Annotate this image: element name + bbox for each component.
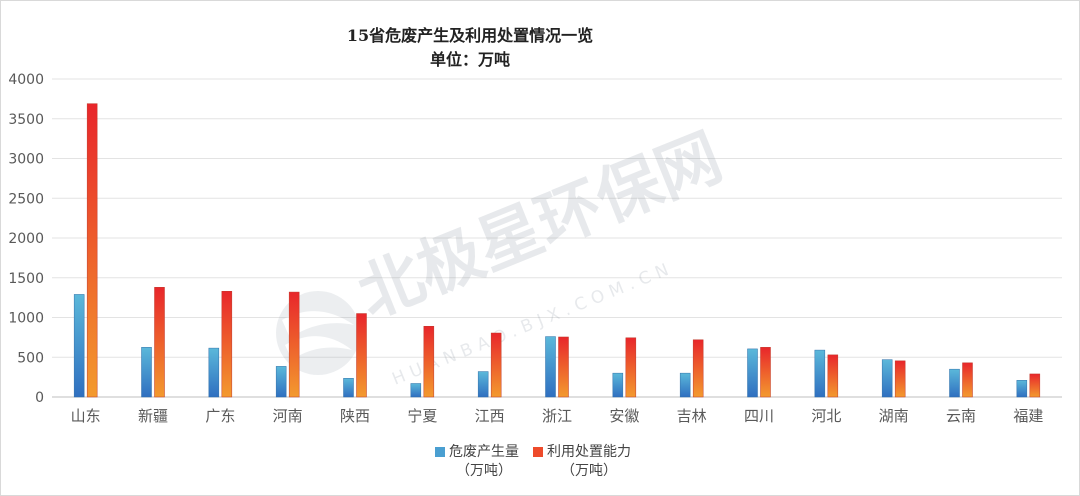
y-tick-label: 3000 — [8, 152, 44, 168]
y-tick-label: 2000 — [8, 231, 44, 247]
y-tick-label: 1500 — [8, 271, 44, 287]
x-tick-label: 云南 — [946, 407, 976, 425]
x-tick-label: 浙江 — [542, 407, 572, 425]
y-tick-label: 3500 — [8, 112, 44, 128]
bar-capacity — [962, 362, 973, 398]
x-tick-label: 宁夏 — [407, 407, 437, 425]
x-tick-label: 河南 — [273, 407, 303, 425]
legend-item-capacity: 利用处置能力 （万吨） — [533, 443, 631, 481]
bar-generation — [814, 349, 826, 398]
bar-generation — [679, 372, 691, 398]
x-tick-label: 广东 — [205, 407, 235, 425]
x-tick-label: 江西 — [475, 407, 505, 425]
bar-capacity — [894, 360, 906, 398]
bar-generation — [949, 368, 960, 398]
bar-generation — [612, 372, 624, 398]
y-tick-label: 2500 — [8, 191, 44, 207]
legend-unit-capacity: （万吨） — [561, 463, 617, 479]
bar-generation — [208, 347, 220, 398]
bar-capacity — [827, 354, 839, 398]
legend-item-generation: 危废产生量 （万吨） — [435, 443, 519, 481]
y-axis-ticks: 0 500 1000 1500 2000 2500 3000 3500 4000 — [8, 72, 44, 406]
x-axis-labels: 山东 新疆 广东 河南 陕西 宁夏 江西 浙江 安徽 吉林 四川 河北 湖南 云南 福建 — [71, 407, 1044, 425]
x-tick-label: 山东 — [71, 407, 101, 425]
bar-generation — [73, 294, 85, 398]
x-tick-label: 河北 — [811, 407, 841, 425]
bar-capacity — [423, 325, 435, 398]
legend-label-generation: 危废产生量 — [449, 444, 519, 460]
bar-generation — [275, 366, 287, 398]
bar-generation — [477, 371, 489, 398]
x-tick-label: 陕西 — [340, 407, 370, 425]
bar-generation — [747, 348, 758, 398]
legend-swatch-capacity — [533, 447, 543, 457]
watermark: 北极星环保网 HUANBAO.BJX.COM.CN — [276, 120, 732, 390]
chart-subtitle: 单位：万吨 — [429, 50, 510, 69]
bar-capacity — [558, 336, 569, 398]
watermark-text: 北极星环保网 — [348, 120, 732, 332]
bar-capacity — [154, 287, 165, 398]
bar-generation — [141, 347, 152, 398]
legend-swatch-generation — [435, 447, 445, 457]
bar-capacity — [221, 291, 233, 398]
y-tick-label: 1000 — [8, 311, 44, 327]
x-tick-label: 新疆 — [138, 407, 168, 425]
chart-title: 15省危废产生及利用处置情况一览 — [346, 26, 594, 45]
bars — [73, 103, 1041, 398]
bar-capacity — [356, 313, 367, 398]
x-tick-label: 福建 — [1013, 407, 1043, 425]
bar-capacity — [1029, 373, 1041, 398]
bar-generation — [410, 383, 422, 398]
bar-generation — [343, 378, 354, 398]
legend-unit-generation: （万吨） — [456, 463, 512, 479]
bar-capacity — [625, 337, 637, 398]
x-tick-label: 安徽 — [609, 407, 639, 425]
gridlines — [52, 78, 1062, 398]
y-tick-label: 4000 — [8, 72, 44, 88]
y-tick-label: 500 — [17, 350, 44, 366]
y-tick-label: 0 — [35, 390, 44, 406]
bar-capacity — [692, 339, 704, 398]
x-tick-label: 四川 — [744, 407, 774, 425]
x-tick-label: 吉林 — [677, 407, 707, 425]
bar-capacity — [288, 291, 300, 398]
bar-generation — [881, 359, 893, 398]
bar-capacity — [86, 103, 98, 398]
bar-capacity — [760, 347, 771, 398]
bar-generation — [1016, 380, 1028, 398]
bar-generation — [545, 336, 556, 398]
legend-label-capacity: 利用处置能力 — [547, 444, 631, 460]
bar-capacity — [490, 332, 502, 398]
x-tick-label: 湖南 — [879, 407, 909, 425]
